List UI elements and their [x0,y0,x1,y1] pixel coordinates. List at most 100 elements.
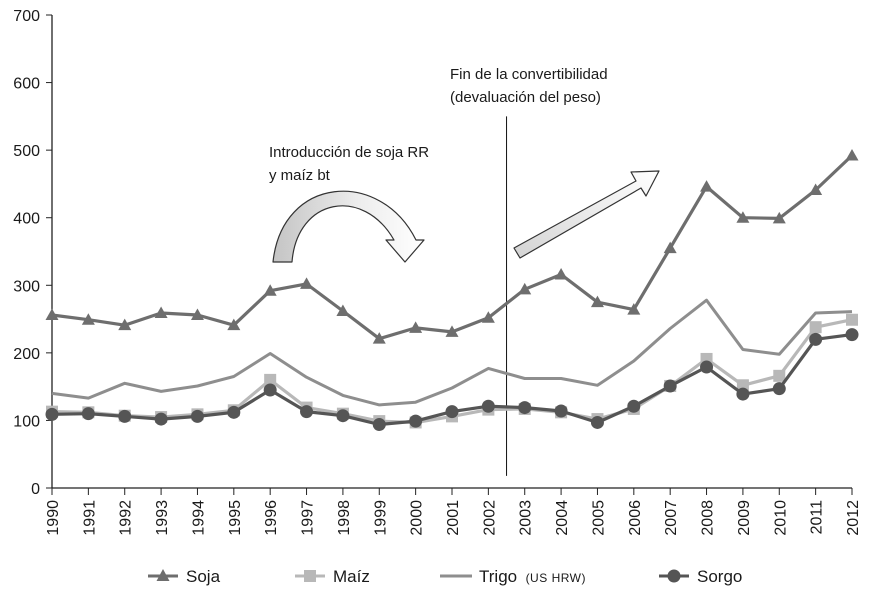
data-point-sorgo [336,409,350,423]
data-point-soja [809,183,823,196]
data-point-sorgo [190,409,204,423]
data-point-soja [736,211,750,223]
x-tick-label: 1990 [45,500,62,536]
legend-item-soja: Soja [148,567,221,586]
x-tick-label: 2000 [409,500,426,536]
data-point-sorgo [81,407,95,421]
x-tick-label: 2011 [809,500,826,535]
x-tick-label: 2003 [518,500,535,536]
x-tick-label: 1998 [336,500,353,536]
x-tick-label: 1991 [81,500,98,536]
x-tick-label: 1994 [190,500,207,536]
data-point-soja [409,321,423,333]
y-tick-label: 0 [31,481,40,498]
x-tick-label: 1997 [300,500,317,536]
data-point-maiz [809,321,822,334]
legend-label-soja: Soja [186,567,221,586]
data-point-soja [118,318,132,331]
data-point-soja [627,303,641,315]
legend-label-trigo-name: Trigo [479,567,517,586]
data-point-soja [190,308,204,321]
x-tick-label: 2009 [736,500,753,536]
data-point-sorgo [663,379,677,393]
data-point-sorgo [445,405,459,419]
diagonal-arrow-icon [513,170,660,259]
data-point-maiz [846,313,858,326]
data-point-maiz [264,373,277,386]
series-line-soja [51,154,854,341]
triangle-marker-icon [156,569,170,581]
x-tick-label: 2002 [481,500,498,536]
data-point-sorgo [627,399,641,413]
square-marker-icon [304,570,316,582]
annotation-rr-line2: y maíz bt [269,167,331,184]
legend: Soja Maíz Trigo (US HRW) Sorgo [148,567,742,586]
data-point-sorgo [481,399,495,413]
x-tick-label: 2006 [627,500,644,536]
x-tick-label: 2010 [772,500,789,536]
x-tick-label: 1999 [372,500,389,536]
y-tick-label: 400 [13,211,40,228]
data-point-sorgo [845,328,859,342]
data-point-sorgo [700,360,714,374]
data-point-sorgo [409,414,423,428]
annotation-convertibility-line2: (devaluación del peso) [450,89,601,106]
annotations: Introducción de soja RR y maíz bt Fin de… [269,66,660,476]
data-point-sorgo [518,401,532,415]
legend-item-maiz: Maíz [295,567,370,586]
x-tick-label: 2008 [700,500,717,536]
series-layer [45,149,859,431]
curved-arrow-icon [272,190,425,263]
data-point-sorgo [154,412,168,426]
x-tick-label: 2004 [554,500,571,536]
legend-label-trigo: Trigo (US HRW) [479,567,586,586]
x-tick-label: 2012 [845,500,862,536]
series-sorgo [45,328,859,431]
data-point-soja [518,282,532,295]
data-point-sorgo [118,409,132,423]
y-tick-label: 100 [13,413,40,430]
data-point-soja [263,284,277,296]
data-point-soja [445,325,459,337]
data-point-sorgo [554,404,568,418]
data-point-sorgo [772,382,786,396]
legend-label-maiz: Maíz [333,567,370,586]
data-point-sorgo [372,417,386,431]
x-tick-label: 1996 [263,500,280,536]
data-point-sorgo [590,415,604,429]
data-point-sorgo [300,405,314,419]
annotation-rr-line1: Introducción de soja RR [269,144,429,161]
data-point-sorgo [736,387,750,401]
legend-label-trigo-suffix: (US HRW) [526,571,586,585]
x-tick-label: 1995 [227,500,244,536]
y-tick-label: 200 [13,346,40,363]
data-point-soja [481,311,495,323]
x-tick-label: 1993 [154,500,171,536]
data-point-soja [372,332,386,344]
annotation-convertibility-line1: Fin de la convertibilidad [450,66,608,83]
y-tick-label: 500 [13,143,40,160]
circle-marker-icon [667,569,681,583]
data-point-soja [154,306,168,318]
data-point-soja [590,295,604,308]
data-point-soja [45,308,59,321]
x-tick-label: 2007 [663,500,680,536]
data-point-soja [700,180,714,192]
data-point-soja [300,277,314,289]
data-point-sorgo [263,383,277,397]
axes: 0 100 200 300 400 500 600 700 1990 1991 1992 1993 19… [13,8,862,536]
data-point-maiz [736,379,749,392]
y-tick-label: 700 [13,8,40,25]
x-tick-label: 2001 [445,500,462,536]
y-tick-label: 300 [13,278,40,295]
data-point-soja [336,304,350,316]
data-point-soja [227,318,241,331]
series-trigo [51,298,853,407]
legend-item-sorgo: Sorgo [659,567,742,586]
legend-label-sorgo: Sorgo [697,567,742,586]
y-tick-label: 600 [13,76,40,93]
data-point-sorgo [45,407,59,421]
data-point-maiz [773,369,786,382]
x-tick-label: 2005 [590,500,607,536]
